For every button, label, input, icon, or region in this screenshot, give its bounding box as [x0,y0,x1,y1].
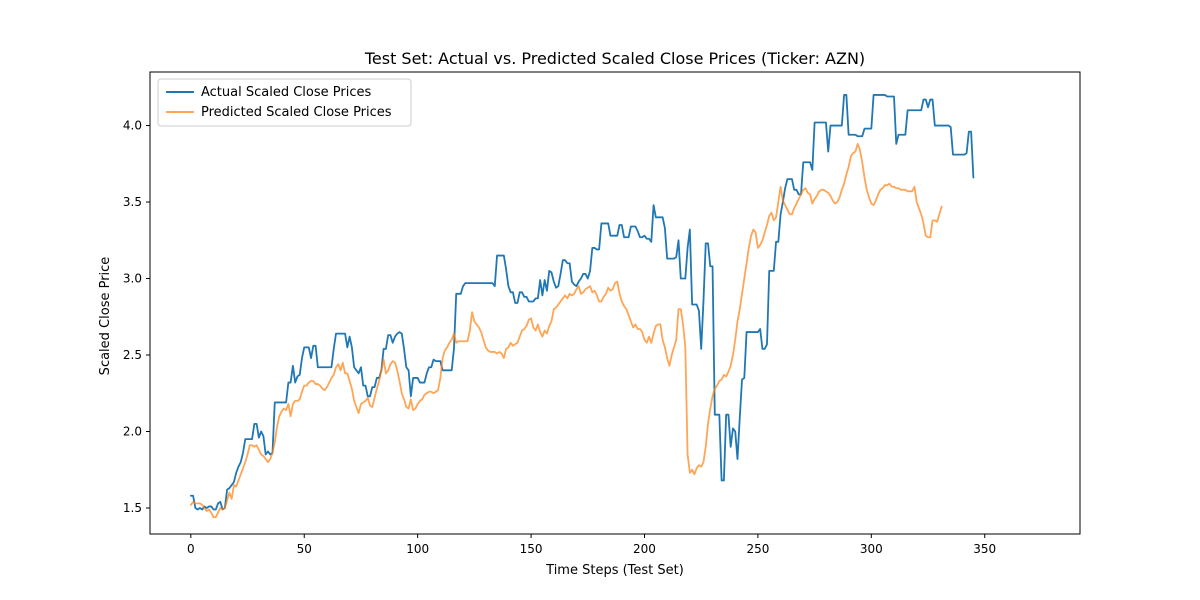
y-tick-label: 3.0 [123,272,142,286]
y-tick-label: 3.5 [123,195,142,209]
y-tick-label: 1.5 [123,501,142,515]
legend: Actual Scaled Close Prices Predicted Scal… [157,78,412,127]
legend-label: Predicted Scaled Close Prices [201,105,392,120]
legend-label: Actual Scaled Close Prices [201,85,371,100]
x-tick-label: 50 [297,542,312,556]
y-tick-label: 4.0 [123,119,142,133]
x-tick-label: 0 [187,542,195,556]
x-tick-label: 250 [746,542,769,556]
series-layer [189,94,975,519]
x-axis-label: Time Steps (Test Set) [545,563,684,578]
x-tick-label: 150 [520,542,543,556]
x-tick-label: 300 [860,542,883,556]
x-tick-label: 350 [973,542,996,556]
series-line-predicted [189,143,943,519]
x-tick-label: 200 [633,542,656,556]
axes: 0 50 100 150 200 250 300 350 1.5 2.0 2.5 3.0 3.5 4.0 [123,71,1081,556]
chart-title: Test Set: Actual vs. Predicted Scaled Cl… [364,49,865,68]
plot-frame [149,71,1081,535]
series-line-actual [189,94,975,511]
legend-box [157,78,412,127]
x-tick-label: 100 [406,542,429,556]
y-tick-label: 2.5 [123,348,142,362]
y-tick-label: 2.0 [123,425,142,439]
y-axis-label: Scaled Close Price [98,257,113,376]
